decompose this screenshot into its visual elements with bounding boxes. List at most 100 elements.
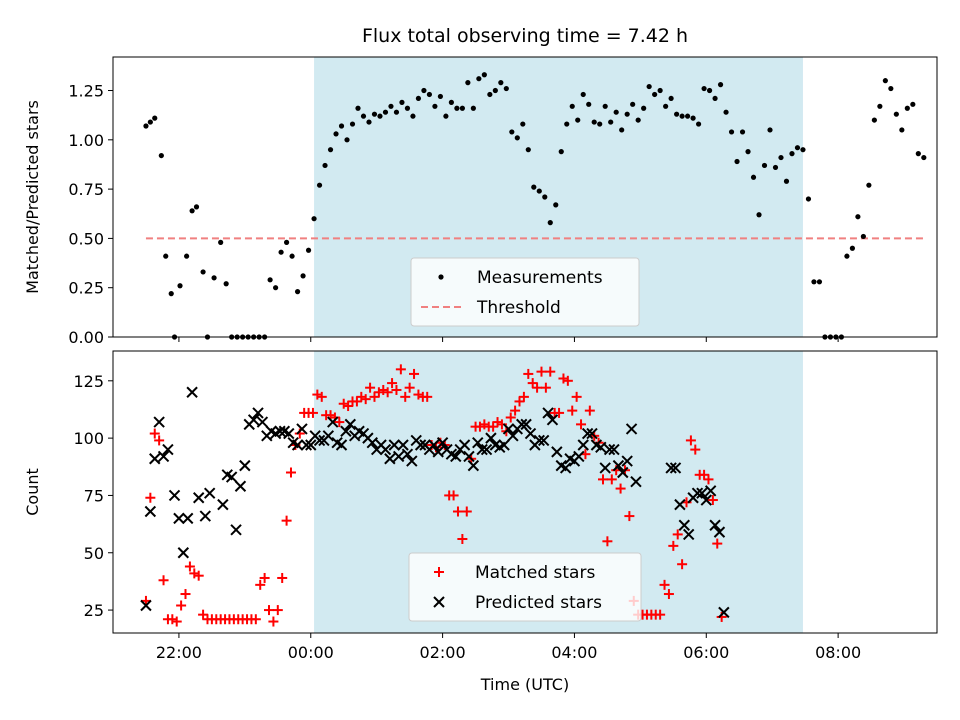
- measurement-point: [811, 279, 817, 285]
- predicted-star-point-b: [586, 427, 598, 440]
- measurement-point: [717, 82, 724, 88]
- measurement-point: [844, 253, 850, 259]
- predicted-star-point-b: [177, 547, 190, 559]
- predicted-star-point-b: [476, 443, 488, 456]
- bottom-x-ticks: 22:00 00:00 02:00 04:00 06:00 08:00: [156, 633, 861, 662]
- measurement-point: [569, 103, 575, 109]
- predicted-star-point-b: [182, 512, 194, 525]
- predicted-star-point-b: [153, 416, 165, 428]
- predicted-star-point-b: [625, 423, 638, 435]
- measurement-point: [602, 103, 608, 109]
- predicted-star-point-b: [581, 427, 594, 440]
- measurement-point: [366, 119, 372, 125]
- predicted-star-point-b: [296, 423, 308, 435]
- predicted-star-point-b: [682, 528, 695, 541]
- measurement-point: [410, 113, 416, 119]
- predicted-star-point-b: [397, 439, 409, 451]
- measurement-point: [910, 101, 916, 107]
- predicted-star-point-b: [608, 443, 620, 456]
- predicted-star-point-b: [436, 437, 449, 449]
- predicted-star-point-b: [595, 441, 607, 453]
- measurement-point: [168, 291, 174, 297]
- measurement-point: [476, 76, 482, 82]
- measurement-point: [316, 182, 323, 188]
- measurement-point: [778, 154, 784, 161]
- predicted-star-point-b: [599, 462, 611, 474]
- predicted-star-point-b: [691, 487, 704, 499]
- measurement-point: [866, 182, 872, 188]
- predicted-star-point-b: [542, 407, 554, 419]
- measurement-point: [443, 113, 449, 119]
- measurement-point: [503, 85, 509, 92]
- measurement-point: [448, 99, 454, 105]
- predicted-star-point-b: [149, 453, 161, 465]
- y-tick-label: 75: [84, 486, 104, 505]
- measurement-point: [322, 162, 328, 169]
- measurement-point: [695, 121, 702, 127]
- measurement-point: [388, 103, 394, 109]
- predicted-star-point-b: [458, 439, 471, 451]
- measurement-point: [882, 78, 888, 84]
- measurement-point: [635, 117, 641, 123]
- predicted-star-point-b: [144, 505, 157, 518]
- predicted-star-point-b: [239, 459, 251, 472]
- measurement-point: [712, 95, 718, 102]
- legend-label-predicted: Predicted stars: [475, 593, 602, 613]
- measurement-point: [789, 151, 795, 157]
- y-tick-label: 25: [84, 601, 104, 620]
- y-tick-label: 0.75: [68, 180, 104, 199]
- measurement-point: [426, 91, 433, 98]
- predicted-star-point-b: [573, 450, 585, 463]
- measurement-point: [734, 158, 740, 165]
- predicted-star-point-b: [392, 450, 405, 463]
- legend-marker-measurements: [438, 274, 444, 280]
- measurement-point: [454, 105, 460, 111]
- predicted-star-point-b: [340, 425, 352, 437]
- measurement-point: [470, 105, 476, 111]
- measurement-point: [267, 277, 273, 283]
- y-tick-label: 100: [73, 429, 104, 448]
- measurement-point: [294, 289, 301, 295]
- predicted-star-point-b: [524, 427, 537, 440]
- measurement-point: [915, 151, 921, 157]
- predicted-star-point-b: [353, 425, 365, 437]
- predicted-star-point-b: [401, 448, 414, 460]
- measurement-point: [278, 249, 284, 255]
- measurement-point: [674, 111, 680, 117]
- x-tick-label: 08:00: [815, 643, 861, 662]
- y-tick-label: 0.25: [68, 279, 104, 298]
- predicted-star-point-b: [305, 439, 317, 451]
- predicted-star-point-b: [577, 439, 589, 451]
- x-tick-label: 04:00: [551, 643, 597, 662]
- measurement-point: [641, 105, 647, 111]
- measurement-point: [783, 178, 790, 184]
- bottom-y-ticks: 25 50 75 100 125: [73, 372, 113, 620]
- measurement-point: [525, 147, 531, 153]
- measurement-point: [805, 196, 812, 202]
- legend-box: [410, 257, 640, 327]
- measurement-point: [794, 145, 801, 151]
- x-tick-label: 06:00: [683, 643, 729, 662]
- measurement-point: [415, 95, 422, 102]
- predicted-star-point-b: [192, 492, 205, 504]
- measurement-point: [586, 101, 592, 107]
- predicted-star-point-b: [678, 519, 691, 531]
- measurement-point: [163, 253, 169, 259]
- predicted-star-point-b: [502, 423, 515, 435]
- predicted-star-point-b: [327, 416, 339, 428]
- predicted-star-point-b: [344, 418, 357, 431]
- predicted-star-point-b: [313, 434, 326, 447]
- predicted-star-point-b: [283, 427, 295, 440]
- measurement-point: [580, 91, 586, 98]
- measurement-point: [849, 245, 856, 251]
- predicted-star-point-b: [559, 462, 572, 474]
- measurement-point: [685, 113, 691, 119]
- measurement-point: [492, 87, 498, 94]
- measurement-point: [893, 111, 899, 117]
- measurement-point: [193, 204, 200, 210]
- predicted-star-point-b: [485, 432, 497, 444]
- measurement-point: [404, 105, 411, 111]
- predicted-star-point-b: [489, 439, 502, 451]
- predicted-star-point-b: [515, 418, 528, 431]
- measurement-point: [327, 147, 334, 153]
